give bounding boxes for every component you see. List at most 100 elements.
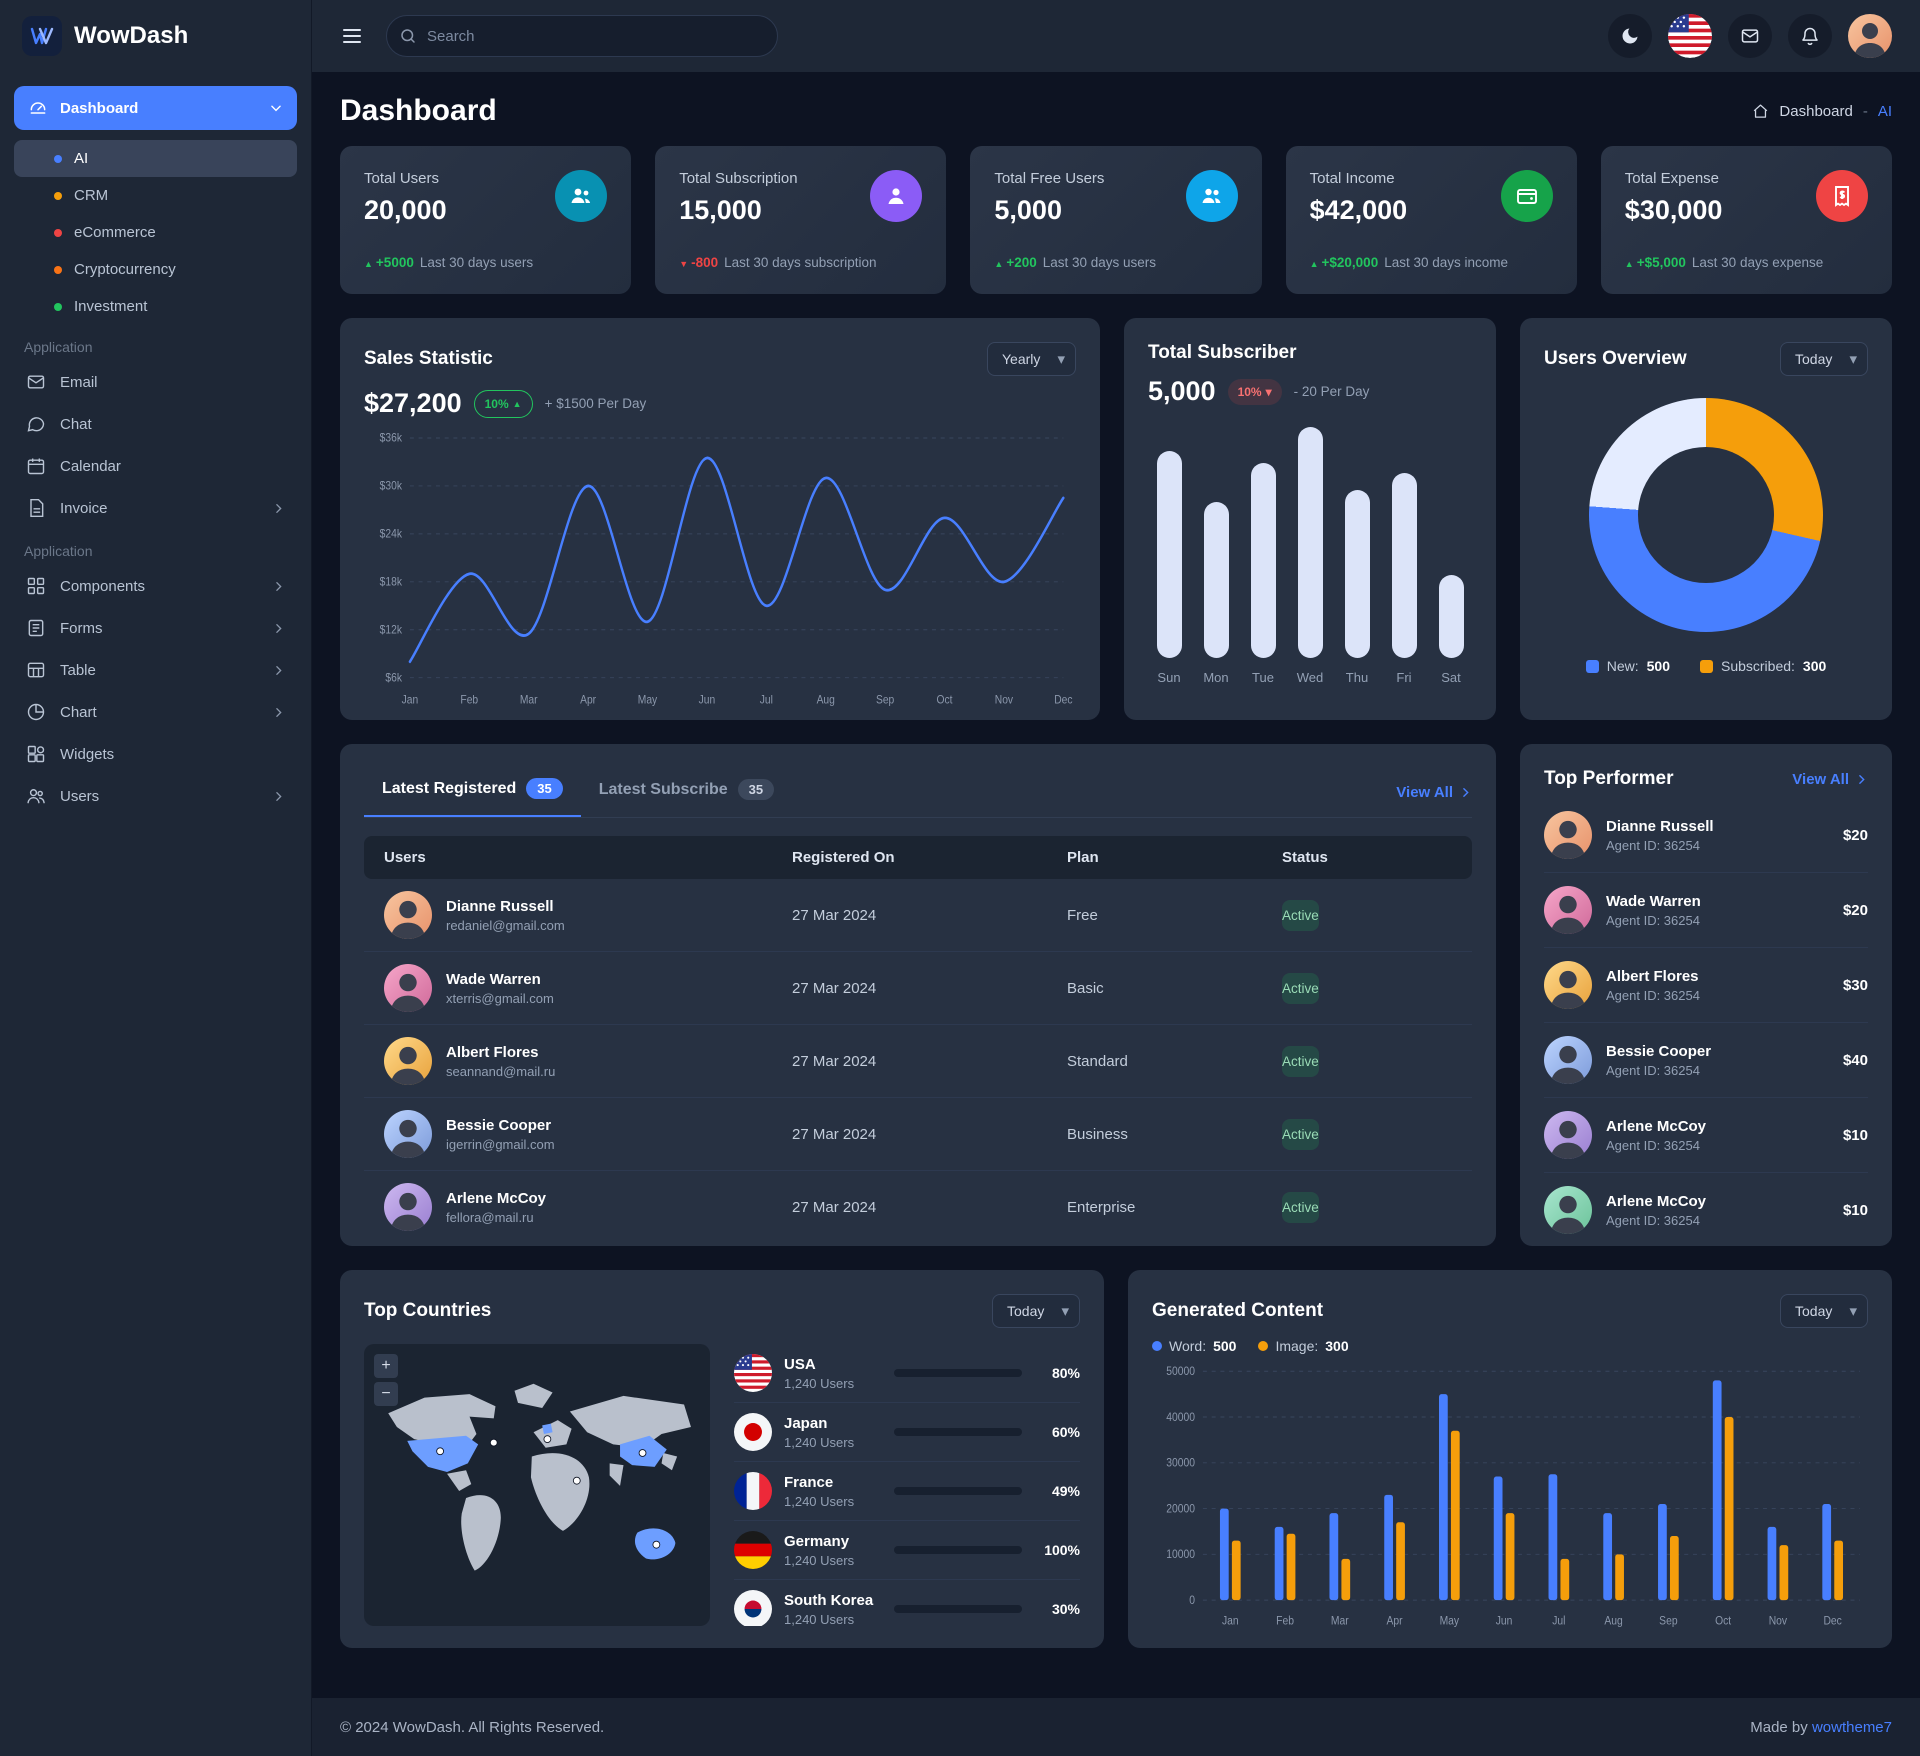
stat-desc: Last 30 days users (1042, 255, 1157, 270)
chat-bubble-icon (26, 414, 46, 434)
table-row[interactable]: Wade Warren xterris@gmail.com 27 Mar 2024… (364, 952, 1472, 1025)
overview-period-select-wrap: Today (1780, 342, 1868, 376)
hamburger-menu-icon[interactable] (340, 24, 364, 48)
table-row[interactable]: Bessie Cooper igerrin@gmail.com 27 Mar 20… (364, 1098, 1472, 1171)
generated-period-select[interactable]: Today (1780, 1294, 1868, 1328)
avatar (384, 964, 432, 1012)
performer-row[interactable]: Arlene McCoy Agent ID: 36254 $10 (1544, 1098, 1868, 1173)
stat-value: $42,000 (1309, 195, 1408, 225)
sidebar-subitem-crm[interactable]: CRM (14, 177, 297, 214)
svg-text:Aug: Aug (1604, 1615, 1622, 1628)
table-row[interactable]: Albert Flores seannand@mail.ru 27 Mar 202… (364, 1025, 1472, 1098)
subscriber-bar-chart: Sun Mon Tue Wed Thu Fri Sat (1148, 427, 1472, 685)
sidebar-subitem-investment[interactable]: Investment (14, 288, 297, 325)
page-title: Dashboard (340, 94, 497, 127)
chevron-right-icon (272, 502, 285, 515)
view-all-link[interactable]: View All (1396, 784, 1472, 801)
sidebar-item-chat[interactable]: Chat (14, 403, 297, 445)
svg-text:$30k: $30k (380, 480, 403, 493)
stat-delta: ▼ -800 (679, 255, 719, 270)
avatar (1544, 1036, 1592, 1084)
svg-text:Oct: Oct (937, 694, 954, 707)
messages-button[interactable] (1728, 14, 1772, 58)
svg-text:Apr: Apr (580, 694, 596, 707)
sidebar-subitem-ai[interactable]: AI (14, 140, 297, 177)
table-row[interactable]: Arlene McCoy fellora@mail.ru 27 Mar 2024 … (364, 1171, 1472, 1243)
stat-value: $30,000 (1624, 195, 1723, 225)
view-all-link[interactable]: View All (1792, 771, 1868, 788)
stat-value: 15,000 (679, 195, 762, 225)
avatar (1544, 811, 1592, 859)
free-users-icon (1185, 170, 1238, 222)
components-grid-icon (26, 576, 46, 596)
forms-icon (26, 618, 46, 638)
countries-period-select[interactable]: Today (992, 1294, 1080, 1328)
card-title: Top Countries (364, 1300, 492, 1321)
chevron-right-icon (1459, 786, 1472, 799)
sidebar-item-dashboard[interactable]: Dashboard (14, 86, 297, 130)
svg-text:Jan: Jan (402, 694, 419, 707)
sidebar-item-invoice[interactable]: Invoice (14, 487, 297, 529)
sidebar-item-forms[interactable]: Forms (14, 607, 297, 649)
language-flag-button[interactable] (1668, 14, 1712, 58)
breadcrumb-root[interactable]: Dashboard (1779, 102, 1853, 120)
stat-delta: ▲ +$20,000 (1309, 255, 1379, 270)
svg-text:Dec: Dec (1823, 1615, 1842, 1628)
overview-period-select[interactable]: Today (1780, 342, 1868, 376)
widgets-icon (26, 744, 46, 764)
sidebar-item-label: Widgets (60, 745, 115, 763)
user-avatar[interactable] (1848, 14, 1892, 58)
sidebar-item-components[interactable]: Components (14, 565, 297, 607)
svg-text:$6k: $6k (385, 672, 402, 685)
section-title: Application (24, 339, 93, 355)
sidebar-item-users[interactable]: Users (14, 775, 297, 817)
performer-row[interactable]: Wade Warren Agent ID: 36254 $20 (1544, 873, 1868, 948)
sales-amount: $27,200 (364, 388, 462, 418)
performer-row[interactable]: Albert Flores Agent ID: 36254 $30 (1544, 948, 1868, 1023)
latest-registered-card: Latest Registered 35 Latest Subscribe 35 V… (340, 744, 1496, 1246)
performer-row[interactable]: Bessie Cooper Agent ID: 36254 $40 (1544, 1023, 1868, 1098)
table-row[interactable]: Dianne Russell redaniel@gmail.com 27 Mar … (364, 879, 1472, 952)
footer: © 2024 WowDash. All Rights Reserved. Mad… (312, 1698, 1920, 1756)
performer-row[interactable]: Arlene McCoy Agent ID: 36254 $10 (1544, 1173, 1868, 1246)
dark-mode-moon-button[interactable] (1608, 14, 1652, 58)
top-countries-card: Top Countries Today (340, 1270, 1104, 1648)
notifications-bell-button[interactable] (1788, 14, 1832, 58)
sidebar-item-chart[interactable]: Chart (14, 691, 297, 733)
zoom-out-button[interactable]: − (374, 1382, 398, 1406)
svg-text:50000: 50000 (1166, 1365, 1195, 1378)
sales-period-select[interactable]: Yearly (987, 342, 1076, 376)
main-column: Dashboard Dashboard - AI Total Users 20,… (312, 0, 1920, 1756)
made-by-text: Made by (1750, 1718, 1808, 1736)
brand-logo[interactable]: WowDash (0, 0, 311, 72)
stat-delta: ▲ +$5,000 (1624, 255, 1686, 270)
svg-text:Feb: Feb (1276, 1615, 1294, 1628)
sidebar-subitem-cryptocurrency[interactable]: Cryptocurrency (14, 251, 297, 288)
status-badge: Active (1282, 1118, 1319, 1150)
sidebar-item-widgets[interactable]: Widgets (14, 733, 297, 775)
countries-period-select-wrap: Today (992, 1294, 1080, 1328)
users-overview-card: Users Overview Today New:500 Subscribed:… (1520, 318, 1892, 720)
world-map[interactable]: + − (364, 1344, 710, 1626)
zoom-in-button[interactable]: + (374, 1354, 398, 1378)
progress-bar (894, 1546, 1022, 1554)
table-header: Users Registered On Plan Status (364, 836, 1472, 879)
subscriber-decline-badge[interactable]: 10% ▾ (1227, 378, 1282, 405)
svg-text:Nov: Nov (1769, 1615, 1788, 1628)
stat-desc: Last 30 days expense (1691, 255, 1824, 270)
calendar-icon (26, 456, 46, 476)
sidebar-item-email[interactable]: Email (14, 361, 297, 403)
made-by-link[interactable]: wowtheme7 (1811, 1718, 1892, 1736)
sidebar-item-calendar[interactable]: Calendar (14, 445, 297, 487)
search-input[interactable] (386, 15, 778, 57)
performer-row[interactable]: Dianne Russell Agent ID: 36254 $20 (1544, 798, 1868, 873)
tab-latest-registered[interactable]: Latest Registered 35 (364, 768, 581, 817)
sidebar-item-table[interactable]: Table (14, 649, 297, 691)
tab-latest-subscribe[interactable]: Latest Subscribe 35 (581, 769, 792, 816)
card-title: Users Overview (1544, 348, 1687, 369)
avatar (384, 1110, 432, 1158)
card-title: Generated Content (1152, 1300, 1324, 1321)
svg-text:May: May (1440, 1615, 1460, 1628)
sidebar-subitem-ecommerce[interactable]: eCommerce (14, 214, 297, 251)
generated-content-card: Generated Content Today Word:500 Image:3… (1128, 1270, 1892, 1648)
